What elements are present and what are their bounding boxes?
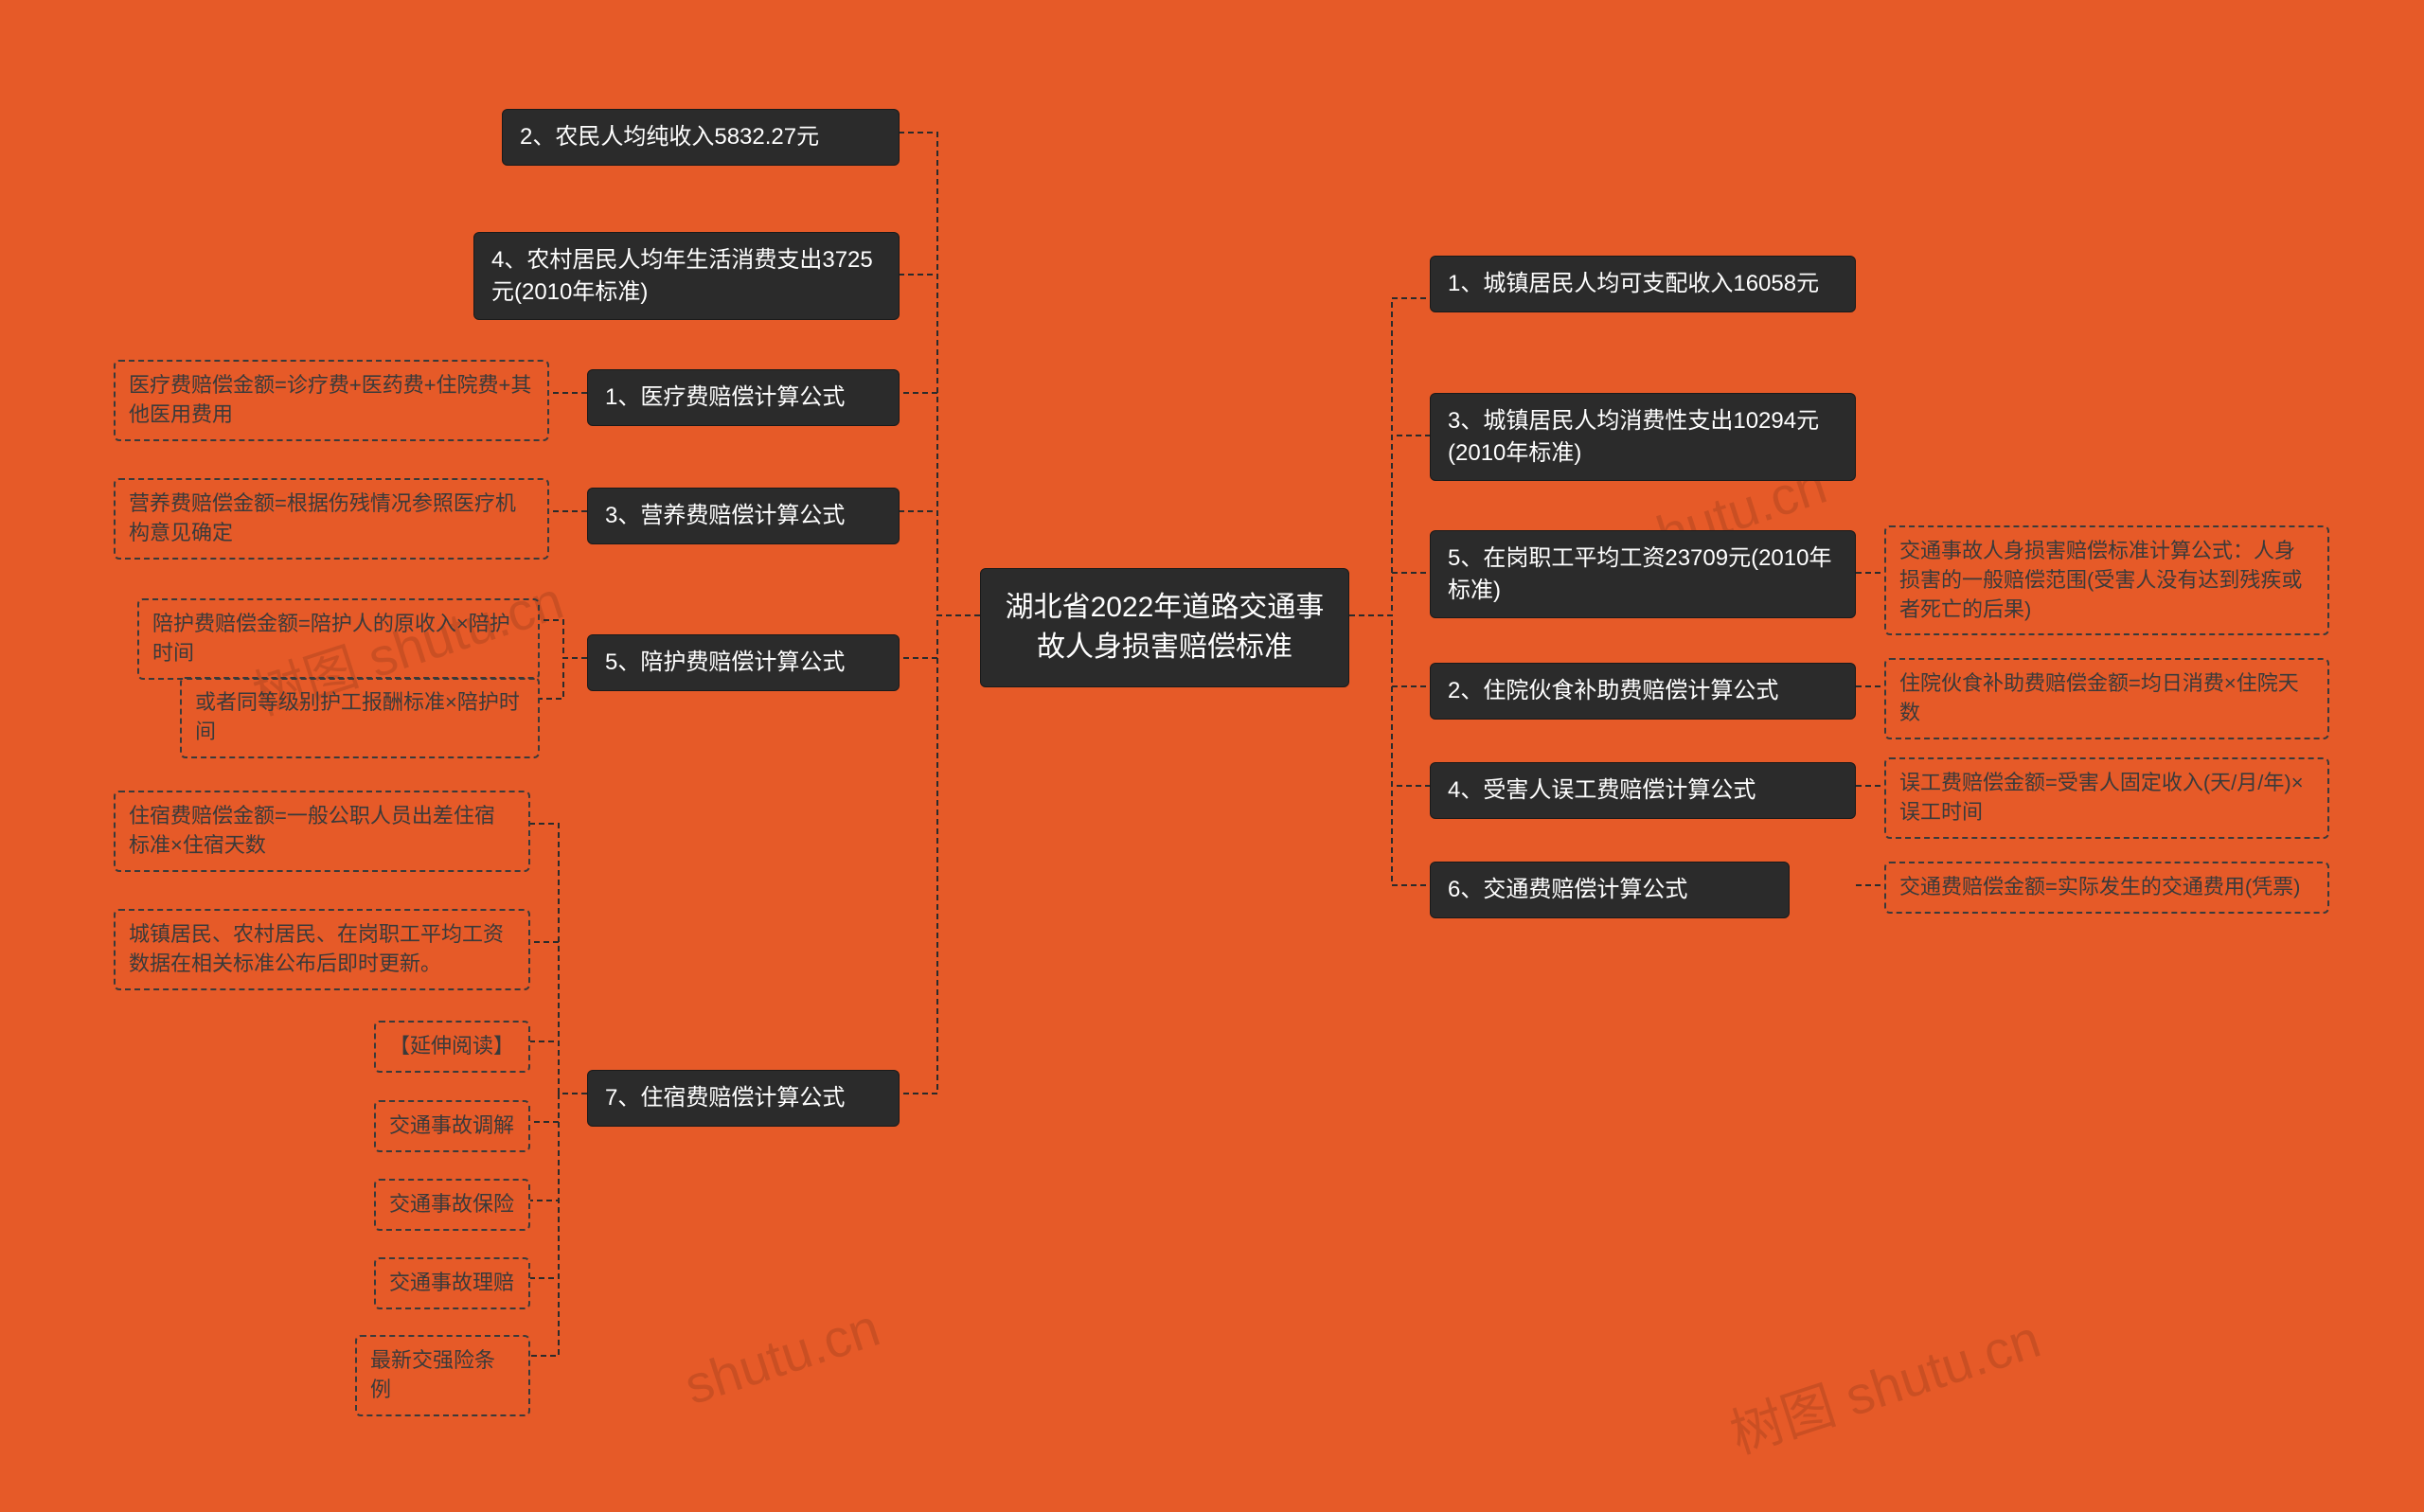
r3-text: 5、在岗职工平均工资23709元(2010年标准) [1448,545,1831,603]
l5a-text: 陪护费赔偿金额=陪护人的原收入×陪护时间 [152,612,510,665]
l6e-text: 交通事故保险 [389,1192,514,1216]
l6a-text: 住宿费赔偿金额=一般公职人员出差住宿标准×住宿天数 [129,804,495,857]
watermark: shutu.cn [677,1296,886,1416]
leaf-l6b: 城镇居民、农村居民、在岗职工平均工资数据在相关标准公布后即时更新。 [114,909,530,990]
r6-leaf-text: 交通费赔偿金额=实际发生的交通费用(凭票) [1899,875,2301,898]
leaf-l4: 营养费赔偿金额=根据伤残情况参照医疗机构意见确定 [114,478,549,560]
l2-text: 4、农村居民人均年生活消费支出3725元(2010年标准) [491,247,873,305]
leaf-r4: 住院伙食补助费赔偿金额=均日消费×住院天数 [1884,658,2329,739]
l6-text: 7、住宿费赔偿计算公式 [605,1085,845,1111]
node-r2: 3、城镇居民人均消费性支出10294元(2010年标准) [1430,393,1856,481]
center-line2: 故人身损害赔偿标准 [1037,631,1292,663]
r4-leaf-text: 住院伙食补助费赔偿金额=均日消费×住院天数 [1899,671,2299,724]
leaf-r5: 误工费赔偿金额=受害人固定收入(天/月/年)×误工时间 [1884,757,2329,839]
node-l3: 1、医疗费赔偿计算公式 [587,369,900,426]
leaf-l6c: 【延伸阅读】 [374,1021,530,1073]
node-r1: 1、城镇居民人均可支配收入16058元 [1430,256,1856,312]
leaf-l6g: 最新交强险条例 [355,1335,530,1416]
node-l2: 4、农村居民人均年生活消费支出3725元(2010年标准) [473,232,900,320]
leaf-l5a: 陪护费赔偿金额=陪护人的原收入×陪护时间 [137,598,540,680]
leaf-l6e: 交通事故保险 [374,1179,530,1231]
r5-text: 4、受害人误工费赔偿计算公式 [1448,777,1756,803]
l3-leaf-text: 医疗费赔偿金额=诊疗费+医药费+住院费+其他医用费用 [129,373,531,426]
center-line1: 湖北省2022年道路交通事 [1006,592,1325,623]
l4-leaf-text: 营养费赔偿金额=根据伤残情况参照医疗机构意见确定 [129,491,516,544]
leaf-l6f: 交通事故理赔 [374,1257,530,1309]
l6b-text: 城镇居民、农村居民、在岗职工平均工资数据在相关标准公布后即时更新。 [129,922,504,975]
leaf-r3: 交通事故人身损害赔偿标准计算公式：人身损害的一般赔偿范围(受害人没有达到残疾或者… [1884,525,2329,635]
node-l1: 2、农民人均纯收入5832.27元 [502,109,900,166]
l5b-text: 或者同等级别护工报酬标准×陪护时间 [195,690,520,743]
l5-text: 5、陪护费赔偿计算公式 [605,649,845,675]
l6g-text: 最新交强险条例 [370,1348,495,1401]
leaf-l3: 医疗费赔偿金额=诊疗费+医药费+住院费+其他医用费用 [114,360,549,441]
r4-text: 2、住院伙食补助费赔偿计算公式 [1448,678,1778,703]
l1-text: 2、农民人均纯收入5832.27元 [520,124,819,150]
l3-text: 1、医疗费赔偿计算公式 [605,384,845,410]
r6-text: 6、交通费赔偿计算公式 [1448,877,1687,902]
l6f-text: 交通事故理赔 [389,1271,514,1294]
node-r5: 4、受害人误工费赔偿计算公式 [1430,762,1856,819]
node-l5: 5、陪护费赔偿计算公式 [587,634,900,691]
l4-text: 3、营养费赔偿计算公式 [605,503,845,528]
watermark: 树图 shutu.cn [1720,1297,2049,1469]
center-node: 湖北省2022年道路交通事 故人身损害赔偿标准 [980,568,1349,687]
r2-text: 3、城镇居民人均消费性支出10294元(2010年标准) [1448,408,1819,466]
node-r6: 6、交通费赔偿计算公式 [1430,862,1790,918]
r1-text: 1、城镇居民人均可支配收入16058元 [1448,271,1819,296]
node-r3: 5、在岗职工平均工资23709元(2010年标准) [1430,530,1856,618]
l6d-text: 交通事故调解 [389,1113,514,1137]
leaf-l5b: 或者同等级别护工报酬标准×陪护时间 [180,677,540,758]
r5-leaf-text: 误工费赔偿金额=受害人固定收入(天/月/年)×误工时间 [1899,771,2304,824]
node-l4: 3、营养费赔偿计算公式 [587,488,900,544]
leaf-l6d: 交通事故调解 [374,1100,530,1152]
leaf-l6a: 住宿费赔偿金额=一般公职人员出差住宿标准×住宿天数 [114,791,530,872]
leaf-r6: 交通费赔偿金额=实际发生的交通费用(凭票) [1884,862,2329,914]
l6c-text: 【延伸阅读】 [389,1034,514,1058]
node-l6: 7、住宿费赔偿计算公式 [587,1070,900,1127]
r3-leaf-text: 交通事故人身损害赔偿标准计算公式：人身损害的一般赔偿范围(受害人没有达到残疾或者… [1899,539,2302,621]
node-r4: 2、住院伙食补助费赔偿计算公式 [1430,663,1856,720]
